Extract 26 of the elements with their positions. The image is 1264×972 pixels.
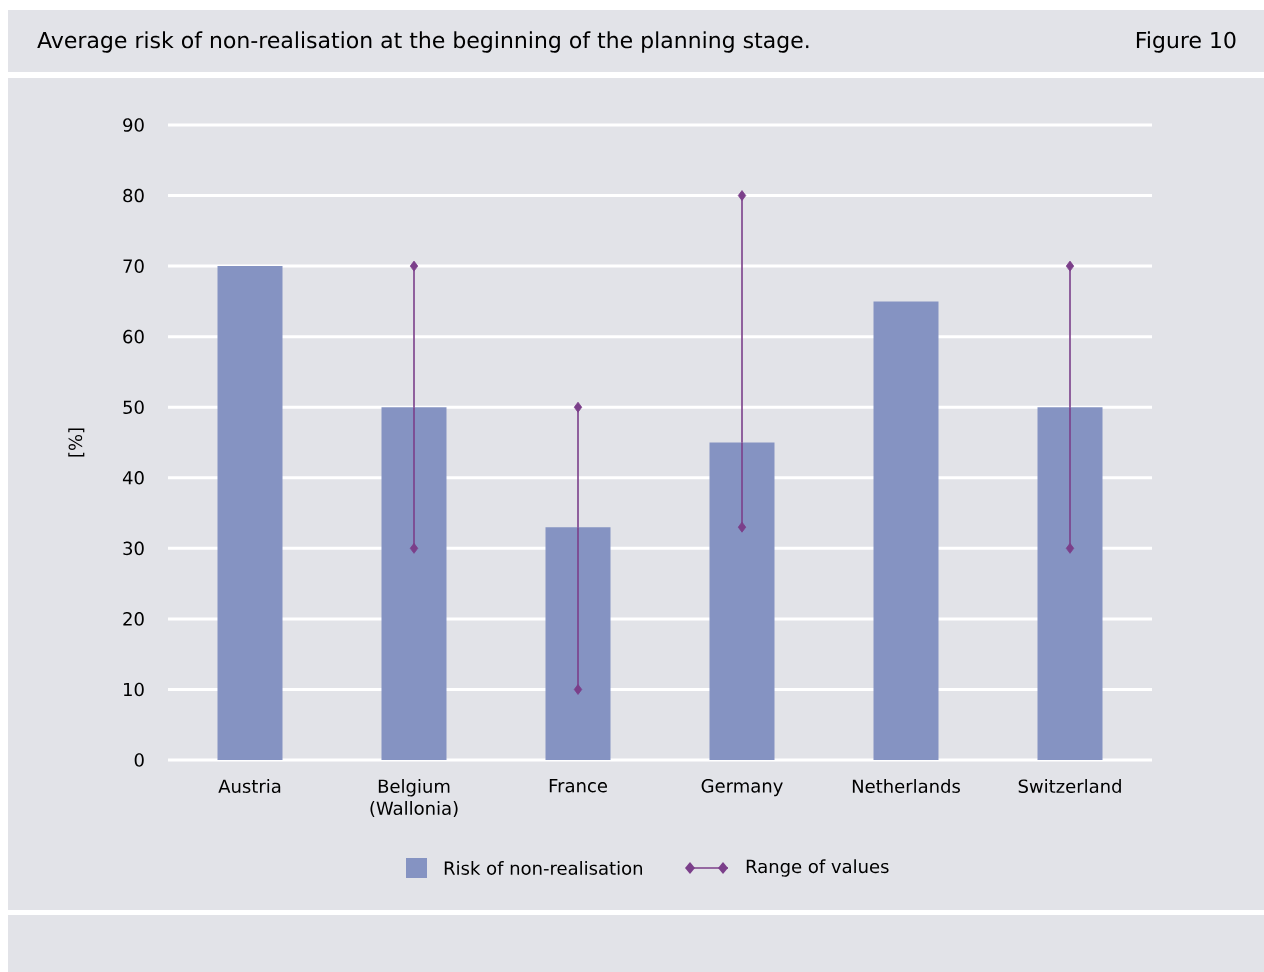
x-tick-label: Switzerland (1018, 779, 1121, 793)
y-tick-label: 70 (123, 259, 144, 273)
bar (1037, 407, 1103, 760)
x-tick-label: Belgium (Wallonia) (370, 779, 458, 818)
y-axis-title: [%] (68, 428, 85, 457)
y-tick-label: 10 (124, 682, 144, 697)
y-tick-label: 30 (123, 541, 144, 556)
bar (709, 442, 775, 760)
legend-label: Risk of non-realisation (444, 861, 643, 875)
y-tick-label: 50 (123, 400, 144, 415)
x-tick-label: Netherlands (852, 779, 960, 793)
y-tick-label: 40 (122, 470, 144, 485)
chart-title: Average risk of non-realisation at the beginning of the planning stage. (37, 31, 809, 53)
x-tick-label: Austria (218, 779, 281, 793)
legend-label: Range of values (746, 859, 889, 877)
y-tick-label: 20 (123, 612, 144, 626)
x-tick-label: France (549, 779, 607, 793)
y-tick-label: 90 (123, 118, 144, 132)
bar (873, 301, 939, 760)
bar (217, 266, 283, 760)
x-tick-label: Germany (701, 779, 783, 797)
caption: Figure 10 (1136, 31, 1236, 53)
y-tick-label: 60 (123, 329, 144, 344)
y-tick-label: 80 (123, 188, 144, 203)
y-tick-label: 0 (134, 753, 144, 767)
bar (381, 407, 447, 760)
